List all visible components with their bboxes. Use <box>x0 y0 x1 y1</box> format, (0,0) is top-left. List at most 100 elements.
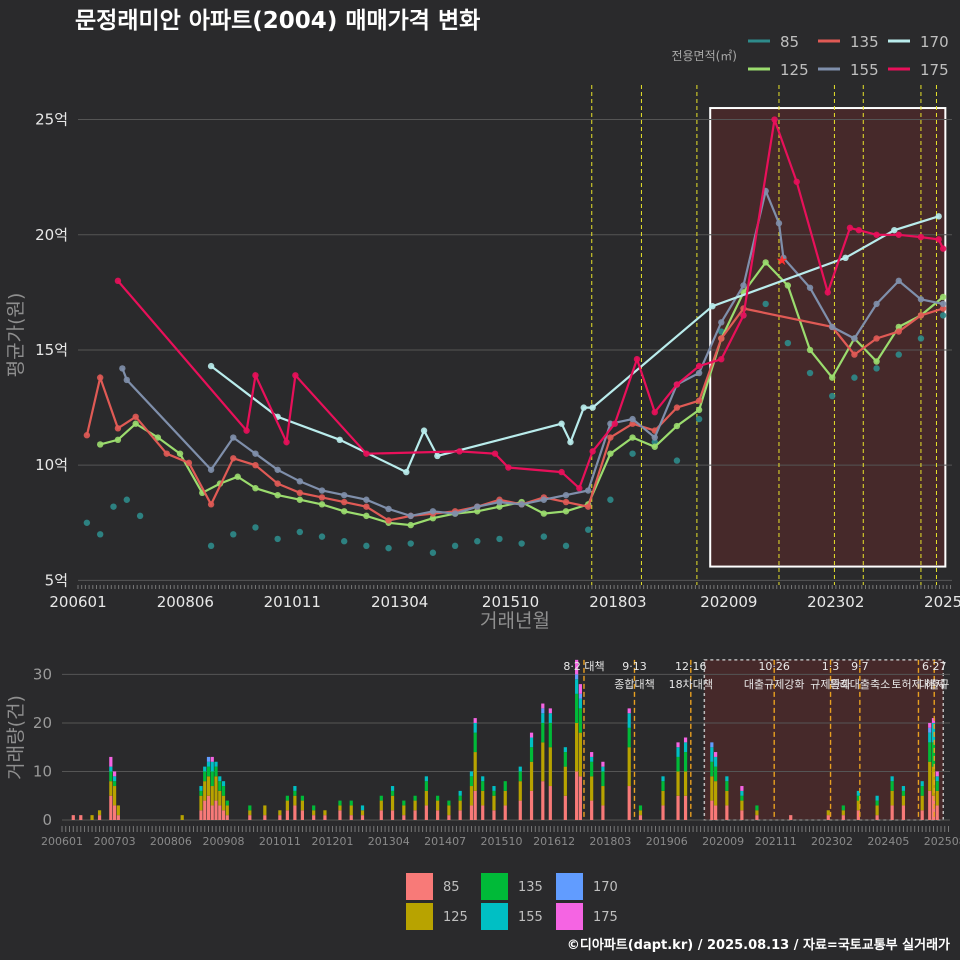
volume-bar-85 <box>575 771 579 820</box>
policy-name-label: 대출규제강화 <box>744 678 805 691</box>
series-line-170 <box>210 215 940 474</box>
volume-bar-85 <box>875 815 879 820</box>
data-point <box>96 531 104 538</box>
volume-bar-125 <box>338 805 342 811</box>
volume-bar-175 <box>931 718 936 723</box>
data-point <box>496 498 503 506</box>
volume-bar-125 <box>221 795 226 811</box>
data-point <box>775 220 783 227</box>
volume-bar-135 <box>413 795 417 801</box>
vol-x-tick-label: 202009 <box>702 835 744 848</box>
volume-bar-135 <box>349 800 353 806</box>
data-point <box>185 459 193 467</box>
data-point <box>824 289 831 296</box>
volume-bar-85 <box>578 776 582 820</box>
volume-bar-stack <box>661 776 665 820</box>
data-point <box>252 485 259 492</box>
data-point <box>292 372 299 379</box>
credit-text: ©디아파트(dapt.kr) / 2025.08.13 / 자료=국토교통부 실… <box>567 937 950 953</box>
volume-bar-155 <box>928 732 932 743</box>
data-point <box>633 355 641 363</box>
volume-bar-85 <box>714 805 718 820</box>
data-point <box>895 328 902 335</box>
data-point <box>123 376 131 384</box>
vol-x-tick-label: 201803 <box>589 835 631 848</box>
vol-x-tick-label: 200908 <box>203 835 245 848</box>
vol-y-tick-label: 0 <box>42 811 52 829</box>
legend-label-175: 175 <box>920 61 949 79</box>
data-point <box>132 413 139 420</box>
volume-bar-85 <box>116 815 120 820</box>
volume-bar-125 <box>710 776 714 801</box>
volume-bar-85 <box>210 805 214 820</box>
volume-bar-85 <box>360 815 365 820</box>
volume-bar-stack <box>683 737 688 820</box>
vol-legend-label-170: 170 <box>593 880 618 895</box>
volume-bar-125 <box>541 742 545 782</box>
data-point <box>407 540 414 547</box>
volume-bar-135 <box>541 722 545 743</box>
data-point <box>576 485 583 492</box>
volume-bar-stack <box>199 786 203 820</box>
volume-bar-175 <box>210 756 214 762</box>
volume-bar-155 <box>518 766 522 772</box>
volume-bar-125 <box>206 776 211 796</box>
vol-x-tick-label: 201906 <box>646 835 688 848</box>
data-point <box>829 323 836 331</box>
volume-bar-155 <box>469 771 474 777</box>
volume-bar-stack <box>97 810 102 820</box>
data-point <box>274 466 281 473</box>
data-point <box>474 538 481 545</box>
volume-bar-125 <box>890 790 894 806</box>
data-point <box>207 542 215 550</box>
volume-bar-135 <box>578 708 582 733</box>
data-point <box>585 503 592 510</box>
data-point <box>935 213 942 220</box>
data-point <box>252 524 259 531</box>
volume-bar-85 <box>97 815 102 820</box>
data-point <box>846 224 854 232</box>
volume-bar-135 <box>529 747 534 762</box>
volume-bar-125 <box>683 771 688 796</box>
volume-bar-stack <box>312 805 316 820</box>
data-point <box>230 434 237 441</box>
data-point <box>567 438 574 446</box>
x-tick-label: 201510 <box>482 593 539 611</box>
x-tick-label: 202302 <box>807 593 864 611</box>
volume-bar-175 <box>575 659 579 675</box>
volume-bar-155 <box>578 698 582 709</box>
volume-bar-125 <box>578 732 582 777</box>
volume-bar-stack <box>492 786 496 820</box>
volume-bar-stack <box>447 800 451 820</box>
volume-bar-125 <box>931 766 936 796</box>
volume-bar-stack <box>518 766 522 820</box>
data-point <box>496 503 503 510</box>
vol-legend-label-125: 125 <box>443 910 468 925</box>
volume-bar-155 <box>935 776 939 782</box>
data-point <box>873 300 880 308</box>
volume-bar-85 <box>890 805 894 820</box>
volume-bar-85 <box>278 815 282 820</box>
policy-date-label: 9·13 <box>622 660 647 673</box>
volume-bar-155 <box>661 776 665 782</box>
volume-bar-135 <box>875 800 879 806</box>
volume-bar-155 <box>293 786 297 791</box>
data-point <box>589 448 596 455</box>
volume-bar-135 <box>725 781 729 791</box>
data-point <box>340 498 348 506</box>
data-point <box>895 231 902 238</box>
vol-y-tick-label: 30 <box>33 665 52 683</box>
volume-bar-135 <box>473 732 477 753</box>
data-point <box>935 236 942 243</box>
volume-bar-125 <box>875 805 879 816</box>
vol-x-tick-label: 202405 <box>867 835 909 848</box>
volume-bar-stack <box>278 810 282 820</box>
volume-bar-155 <box>360 805 365 811</box>
data-point <box>562 542 570 550</box>
volume-bar-stack <box>740 786 744 820</box>
volume-bar-125 <box>112 786 117 806</box>
volume-bar-155 <box>856 790 860 796</box>
data-point <box>407 512 414 520</box>
volume-bar-175 <box>676 742 680 748</box>
data-point <box>718 319 725 326</box>
